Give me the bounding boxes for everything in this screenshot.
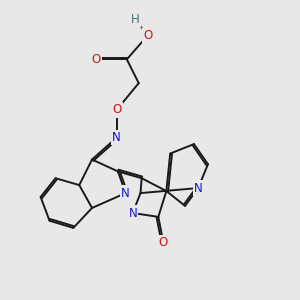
Text: O: O	[91, 53, 101, 66]
Text: N: N	[194, 182, 203, 194]
Text: N: N	[128, 206, 137, 220]
Text: O: O	[112, 103, 121, 116]
Text: O: O	[159, 236, 168, 249]
Text: N: N	[121, 187, 130, 200]
Text: N: N	[112, 131, 121, 144]
Text: H: H	[131, 13, 140, 26]
Text: O: O	[143, 29, 152, 42]
